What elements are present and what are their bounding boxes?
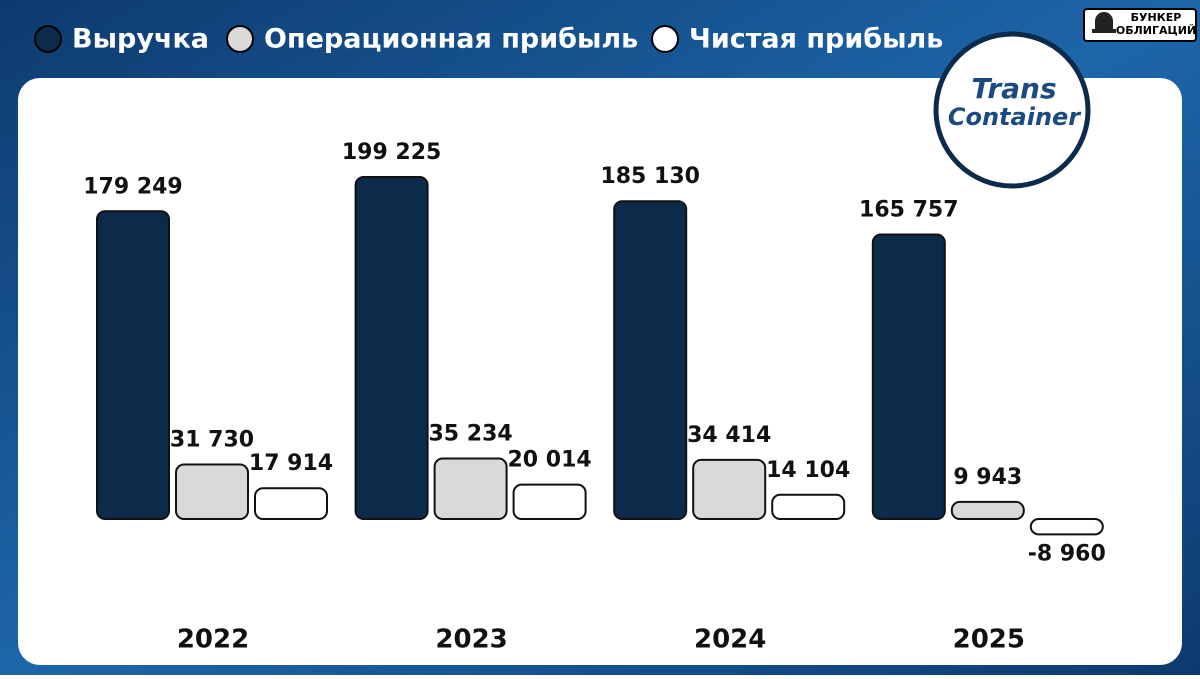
bar [354,176,429,520]
badge-text: БУНКЕР [1131,11,1182,24]
value-label: 179 249 [83,174,183,199]
logo-text: Container [948,103,1082,131]
bar [692,458,767,520]
value-label: 35 234 [428,422,512,447]
bar [771,493,846,520]
logo-text: Trans [971,72,1056,105]
value-label: 31 730 [170,428,254,453]
logo: Trans Container [933,31,1091,189]
bar [96,210,170,520]
legend-swatch [651,25,679,53]
value-label: 165 757 [859,197,959,222]
bar [254,487,328,520]
value-label: 17 914 [249,451,333,476]
x-tick-label: 2025 [953,625,1025,655]
bar [512,483,587,520]
value-label: 199 225 [342,140,442,165]
legend-swatch [226,25,254,53]
badge-text: ОБЛИГАЦИЙ [1116,24,1196,37]
bar [871,233,946,520]
legend-swatch [34,25,62,53]
badge-icon [1092,12,1116,33]
legend-label: Выручка [72,24,209,55]
bar [950,500,1025,521]
bar [175,463,249,521]
bar [1029,518,1104,536]
value-label: -8 960 [1028,541,1106,566]
x-tick-label: 2023 [435,625,507,655]
value-label: 14 104 [766,458,850,483]
legend-label: Операционная прибыль [264,24,638,55]
bar [613,200,688,521]
bar [433,457,508,520]
value-label: 9 943 [953,465,1022,490]
badge: БУНКЕР ОБЛИГАЦИЙ [1083,8,1197,42]
value-label: 20 014 [507,448,591,473]
value-label: 34 414 [687,423,771,448]
legend-label: Чистая прибыль [689,24,943,55]
x-tick-label: 2022 [177,625,249,655]
value-label: 185 130 [600,164,700,189]
logo-circle [933,31,1091,189]
x-tick-label: 2024 [694,625,766,655]
